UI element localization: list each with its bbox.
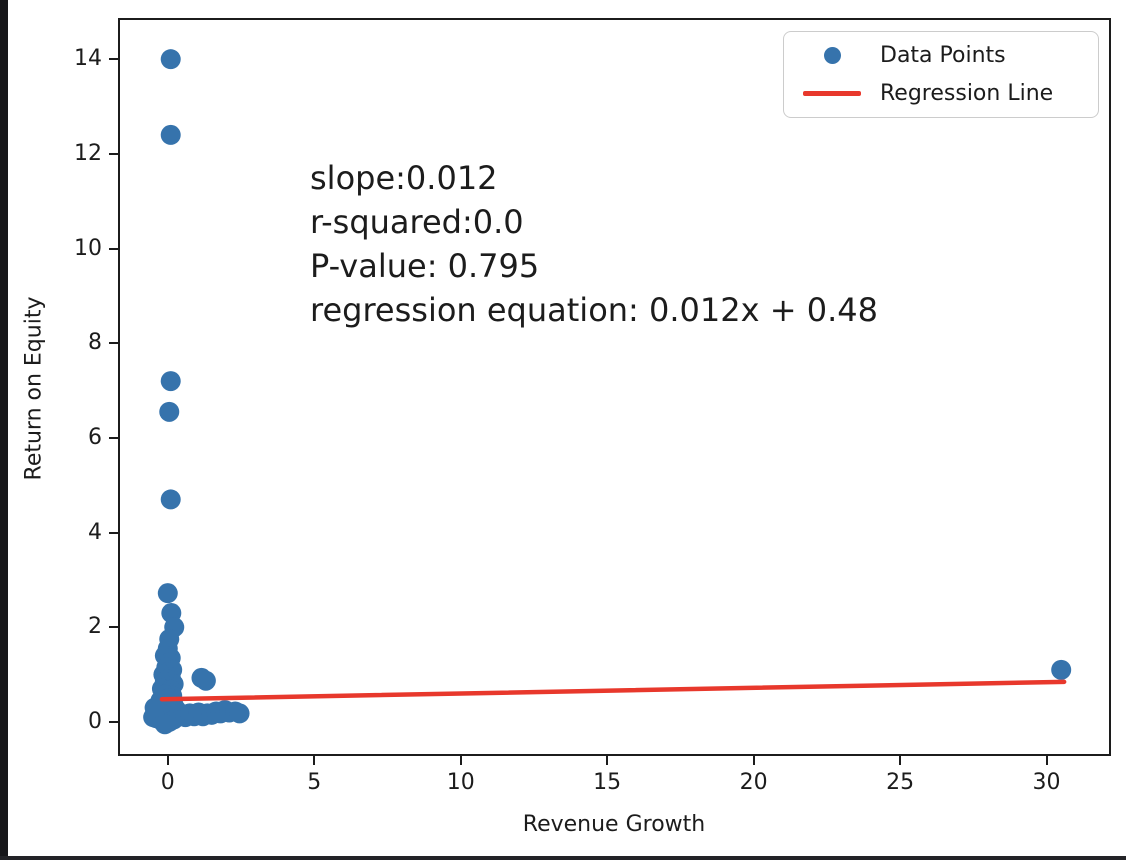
y-tick-label: 2 xyxy=(88,614,102,640)
y-tick-label: 10 xyxy=(74,235,102,261)
annotation-equation: regression equation: 0.012x + 0.48 xyxy=(310,291,878,329)
data-point xyxy=(160,371,181,392)
x-tick-label: 5 xyxy=(307,770,322,795)
x-tick-mark xyxy=(166,756,169,765)
plot-area xyxy=(118,18,1111,756)
window-edge-bottom xyxy=(0,856,1126,860)
data-point xyxy=(144,697,165,718)
x-tick-label: 20 xyxy=(739,770,768,795)
x-axis-label: Revenue Growth xyxy=(522,812,706,837)
data-point xyxy=(160,489,181,510)
y-tick-mark xyxy=(109,531,118,534)
y-tick-label: 8 xyxy=(88,330,102,356)
annotation-r-squared: r-squared:0.0 xyxy=(310,203,524,241)
x-tick-mark xyxy=(313,756,316,765)
x-tick-label: 15 xyxy=(593,770,622,795)
regression-stats-annotation: slope:0.012 r-squared:0.0 P-value: 0.795… xyxy=(310,156,878,332)
window-edge-left xyxy=(0,0,8,860)
y-tick-mark xyxy=(109,342,118,345)
x-tick-label: 25 xyxy=(886,770,915,795)
legend-marker-cell xyxy=(784,91,880,97)
legend-marker-cell xyxy=(784,46,880,64)
y-tick-label: 0 xyxy=(88,708,102,734)
data-points-marker-icon xyxy=(823,46,841,64)
y-tick-mark xyxy=(109,436,118,439)
x-tick-mark xyxy=(1045,756,1048,765)
legend-label-regression-line: Regression Line xyxy=(880,81,1054,107)
legend-entry-regression-line: Regression Line xyxy=(784,75,1098,114)
data-point xyxy=(1051,659,1072,680)
y-tick-label: 12 xyxy=(74,140,102,166)
annotation-slope: slope:0.012 xyxy=(310,159,498,197)
x-tick-mark xyxy=(459,756,462,765)
regression-line xyxy=(159,679,1067,702)
data-point xyxy=(160,124,181,145)
y-tick-mark xyxy=(109,626,118,629)
y-tick-label: 4 xyxy=(88,519,102,545)
x-tick-label: 30 xyxy=(1032,770,1061,795)
y-tick-label: 14 xyxy=(74,46,102,72)
y-tick-mark xyxy=(109,720,118,723)
y-tick-label: 6 xyxy=(88,424,102,450)
legend: Data Points Regression Line xyxy=(783,31,1099,118)
y-tick-mark xyxy=(109,152,118,155)
y-tick-mark xyxy=(109,247,118,250)
data-point xyxy=(159,401,180,422)
legend-label-data-points: Data Points xyxy=(880,42,1006,68)
data-point xyxy=(160,49,181,70)
regression-line-marker-icon xyxy=(803,91,861,97)
x-tick-mark xyxy=(752,756,755,765)
data-point xyxy=(157,583,178,604)
x-tick-label: 10 xyxy=(446,770,475,795)
annotation-p-value: P-value: 0.795 xyxy=(310,247,540,285)
data-point xyxy=(229,703,250,724)
legend-entry-data-points: Data Points xyxy=(784,36,1098,75)
x-tick-mark xyxy=(606,756,609,765)
y-axis-label: Return on Equity xyxy=(21,296,47,481)
x-tick-mark xyxy=(899,756,902,765)
data-point xyxy=(195,670,216,691)
y-tick-mark xyxy=(109,58,118,61)
x-tick-label: 0 xyxy=(160,770,175,795)
